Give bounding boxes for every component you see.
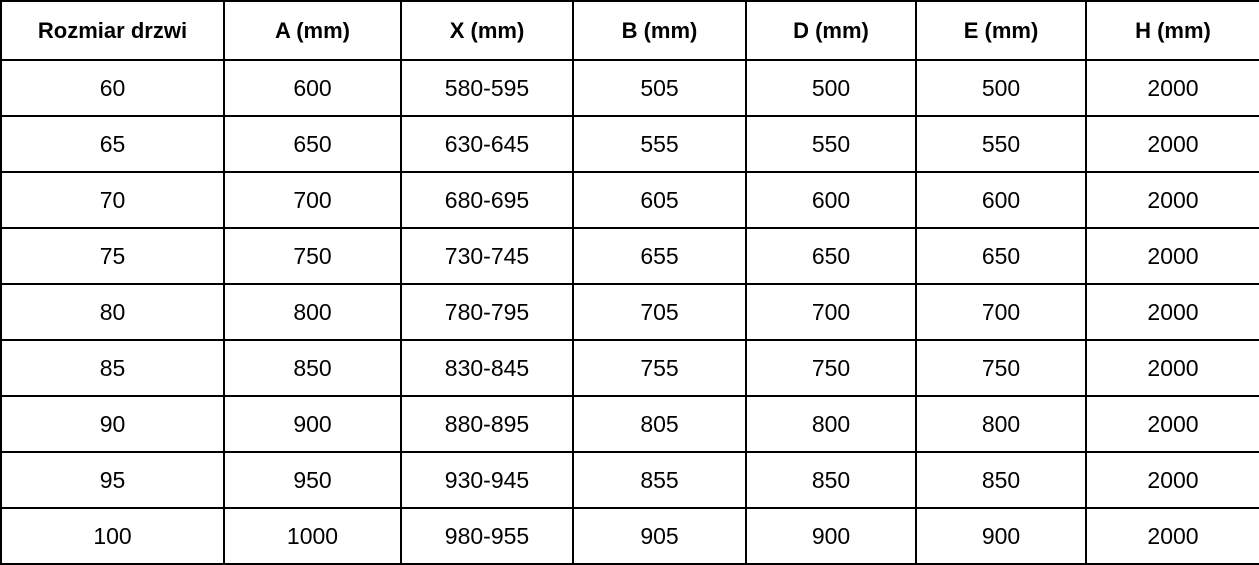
table-cell: 930-945 xyxy=(400,451,574,509)
table-cell: 700 xyxy=(915,283,1087,341)
table-cell: 2000 xyxy=(1085,283,1259,341)
table-cell: 65 xyxy=(0,115,225,173)
table-cell: 750 xyxy=(915,339,1087,397)
table-cell: 950 xyxy=(223,451,402,509)
table-cell: 555 xyxy=(572,115,747,173)
table-cell: 2000 xyxy=(1085,507,1259,565)
table-cell: 500 xyxy=(745,59,917,117)
table-cell: 750 xyxy=(223,227,402,285)
table-cell: 800 xyxy=(745,395,917,453)
column-header-rozmiar-drzwi: Rozmiar drzwi xyxy=(0,0,225,61)
table-cell: 755 xyxy=(572,339,747,397)
table-cell: 980-955 xyxy=(400,507,574,565)
table-cell: 85 xyxy=(0,339,225,397)
column-header-x-mm: X (mm) xyxy=(400,0,574,61)
table-row: 80 800 780-795 705 700 700 2000 xyxy=(0,283,1259,341)
table-cell: 650 xyxy=(915,227,1087,285)
table-row: 90 900 880-895 805 800 800 2000 xyxy=(0,395,1259,453)
table-cell: 550 xyxy=(745,115,917,173)
table-cell: 700 xyxy=(223,171,402,229)
table-cell: 500 xyxy=(915,59,1087,117)
table-cell: 655 xyxy=(572,227,747,285)
table-cell: 850 xyxy=(745,451,917,509)
column-header-h-mm: H (mm) xyxy=(1085,0,1259,61)
table-cell: 700 xyxy=(745,283,917,341)
table-cell: 90 xyxy=(0,395,225,453)
table-cell: 800 xyxy=(223,283,402,341)
table-cell: 2000 xyxy=(1085,339,1259,397)
table-cell: 2000 xyxy=(1085,171,1259,229)
table-row: 70 700 680-695 605 600 600 2000 xyxy=(0,171,1259,229)
table-cell: 95 xyxy=(0,451,225,509)
table-cell: 900 xyxy=(915,507,1087,565)
table-cell: 2000 xyxy=(1085,227,1259,285)
table-header-row: Rozmiar drzwi A (mm) X (mm) B (mm) D (mm) E (… xyxy=(0,0,1259,61)
table-row: 75 750 730-745 655 650 650 2000 xyxy=(0,227,1259,285)
table-cell: 2000 xyxy=(1085,395,1259,453)
table-cell: 550 xyxy=(915,115,1087,173)
table-cell: 70 xyxy=(0,171,225,229)
table-row: 85 850 830-845 755 750 750 2000 xyxy=(0,339,1259,397)
table-cell: 505 xyxy=(572,59,747,117)
table-cell: 830-845 xyxy=(400,339,574,397)
table-cell: 680-695 xyxy=(400,171,574,229)
table-cell: 780-795 xyxy=(400,283,574,341)
table-cell: 580-595 xyxy=(400,59,574,117)
table-cell: 855 xyxy=(572,451,747,509)
table-cell: 80 xyxy=(0,283,225,341)
table-cell: 75 xyxy=(0,227,225,285)
table-cell: 2000 xyxy=(1085,59,1259,117)
table-row: 60 600 580-595 505 500 500 2000 xyxy=(0,59,1259,117)
table-cell: 705 xyxy=(572,283,747,341)
table-cell: 605 xyxy=(572,171,747,229)
table-cell: 1000 xyxy=(223,507,402,565)
table-row: 95 950 930-945 855 850 850 2000 xyxy=(0,451,1259,509)
table-cell: 2000 xyxy=(1085,115,1259,173)
table-cell: 600 xyxy=(915,171,1087,229)
column-header-d-mm: D (mm) xyxy=(745,0,917,61)
table-cell: 2000 xyxy=(1085,451,1259,509)
table-cell: 60 xyxy=(0,59,225,117)
table-cell: 880-895 xyxy=(400,395,574,453)
table-cell: 600 xyxy=(745,171,917,229)
table-cell: 900 xyxy=(745,507,917,565)
table-cell: 650 xyxy=(223,115,402,173)
table-cell: 730-745 xyxy=(400,227,574,285)
table-cell: 850 xyxy=(223,339,402,397)
column-header-e-mm: E (mm) xyxy=(915,0,1087,61)
table-cell: 805 xyxy=(572,395,747,453)
table-body: 60 600 580-595 505 500 500 2000 65 650 630-645 555… xyxy=(0,59,1259,565)
column-header-b-mm: B (mm) xyxy=(572,0,747,61)
table-cell: 100 xyxy=(0,507,225,565)
table-cell: 650 xyxy=(745,227,917,285)
column-header-a-mm: A (mm) xyxy=(223,0,402,61)
table-cell: 905 xyxy=(572,507,747,565)
table-cell: 850 xyxy=(915,451,1087,509)
table-cell: 600 xyxy=(223,59,402,117)
table-cell: 800 xyxy=(915,395,1087,453)
table-row: 100 1000 980-955 905 900 900 2000 xyxy=(0,507,1259,565)
table-cell: 900 xyxy=(223,395,402,453)
table-cell: 750 xyxy=(745,339,917,397)
table-row: 65 650 630-645 555 550 550 2000 xyxy=(0,115,1259,173)
table-cell: 630-645 xyxy=(400,115,574,173)
